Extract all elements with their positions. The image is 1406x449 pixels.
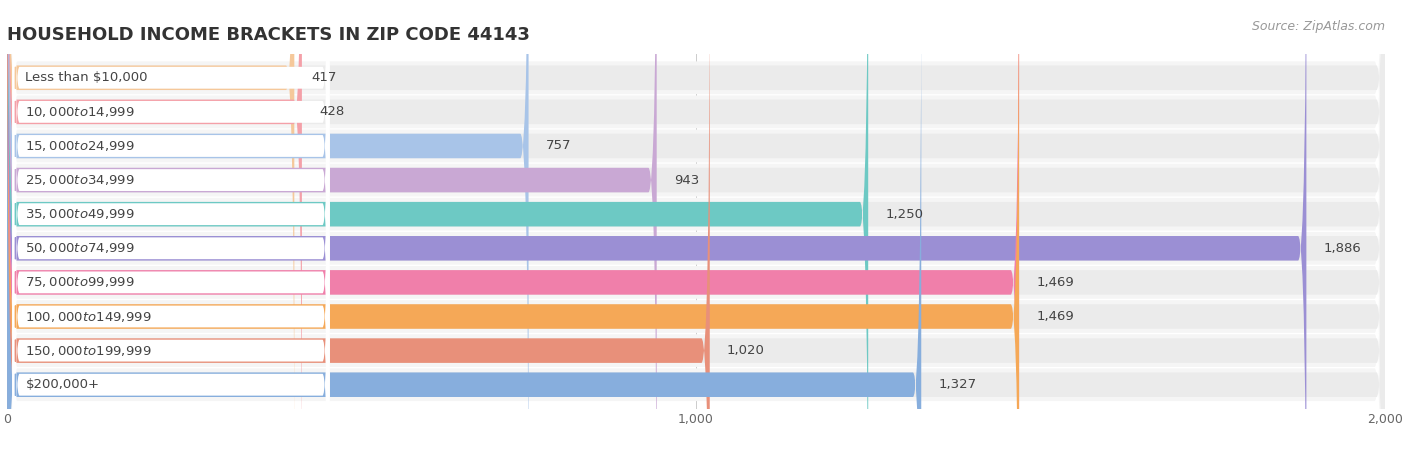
FancyBboxPatch shape <box>7 0 1385 449</box>
FancyBboxPatch shape <box>7 0 869 449</box>
FancyBboxPatch shape <box>13 0 329 449</box>
Text: $50,000 to $74,999: $50,000 to $74,999 <box>25 241 135 255</box>
FancyBboxPatch shape <box>7 0 1385 449</box>
Text: 1,886: 1,886 <box>1323 242 1361 255</box>
Text: 943: 943 <box>673 174 699 187</box>
FancyBboxPatch shape <box>13 0 329 449</box>
FancyBboxPatch shape <box>7 0 1385 449</box>
Text: 1,469: 1,469 <box>1036 310 1074 323</box>
Text: Source: ZipAtlas.com: Source: ZipAtlas.com <box>1251 20 1385 33</box>
FancyBboxPatch shape <box>7 0 1385 449</box>
Text: Less than $10,000: Less than $10,000 <box>25 71 148 84</box>
FancyBboxPatch shape <box>7 0 1385 449</box>
Text: 757: 757 <box>546 140 571 153</box>
FancyBboxPatch shape <box>7 0 529 449</box>
FancyBboxPatch shape <box>7 0 1385 449</box>
FancyBboxPatch shape <box>7 0 1385 449</box>
FancyBboxPatch shape <box>7 0 1385 449</box>
FancyBboxPatch shape <box>7 0 921 449</box>
FancyBboxPatch shape <box>13 21 329 449</box>
FancyBboxPatch shape <box>7 0 1019 449</box>
FancyBboxPatch shape <box>13 0 329 449</box>
FancyBboxPatch shape <box>13 0 329 449</box>
Text: 1,250: 1,250 <box>886 208 924 220</box>
FancyBboxPatch shape <box>7 0 1385 449</box>
Text: $10,000 to $14,999: $10,000 to $14,999 <box>25 105 135 119</box>
FancyBboxPatch shape <box>7 0 294 449</box>
FancyBboxPatch shape <box>7 0 657 449</box>
Text: $25,000 to $34,999: $25,000 to $34,999 <box>25 173 135 187</box>
FancyBboxPatch shape <box>7 0 1385 449</box>
FancyBboxPatch shape <box>7 0 1385 449</box>
FancyBboxPatch shape <box>7 0 1385 449</box>
FancyBboxPatch shape <box>13 0 329 449</box>
Text: 428: 428 <box>319 106 344 119</box>
Text: 417: 417 <box>312 71 337 84</box>
Text: HOUSEHOLD INCOME BRACKETS IN ZIP CODE 44143: HOUSEHOLD INCOME BRACKETS IN ZIP CODE 44… <box>7 26 530 44</box>
FancyBboxPatch shape <box>7 0 710 449</box>
Text: $35,000 to $49,999: $35,000 to $49,999 <box>25 207 135 221</box>
Text: 1,020: 1,020 <box>727 344 765 357</box>
Text: 1,469: 1,469 <box>1036 276 1074 289</box>
FancyBboxPatch shape <box>7 0 1385 449</box>
Text: $100,000 to $149,999: $100,000 to $149,999 <box>25 309 152 323</box>
FancyBboxPatch shape <box>7 0 1385 449</box>
FancyBboxPatch shape <box>7 0 1019 449</box>
FancyBboxPatch shape <box>7 0 1385 449</box>
FancyBboxPatch shape <box>7 0 1306 449</box>
Text: $200,000+: $200,000+ <box>25 378 100 391</box>
FancyBboxPatch shape <box>13 0 329 408</box>
FancyBboxPatch shape <box>7 0 1385 449</box>
FancyBboxPatch shape <box>7 0 302 449</box>
FancyBboxPatch shape <box>7 0 1385 449</box>
FancyBboxPatch shape <box>13 55 329 449</box>
Text: $15,000 to $24,999: $15,000 to $24,999 <box>25 139 135 153</box>
FancyBboxPatch shape <box>7 0 1385 449</box>
FancyBboxPatch shape <box>13 0 329 442</box>
Text: $150,000 to $199,999: $150,000 to $199,999 <box>25 343 152 357</box>
Text: 1,327: 1,327 <box>938 378 977 391</box>
Text: $75,000 to $99,999: $75,000 to $99,999 <box>25 275 135 290</box>
FancyBboxPatch shape <box>7 0 1385 449</box>
FancyBboxPatch shape <box>7 0 1385 449</box>
FancyBboxPatch shape <box>13 0 329 449</box>
